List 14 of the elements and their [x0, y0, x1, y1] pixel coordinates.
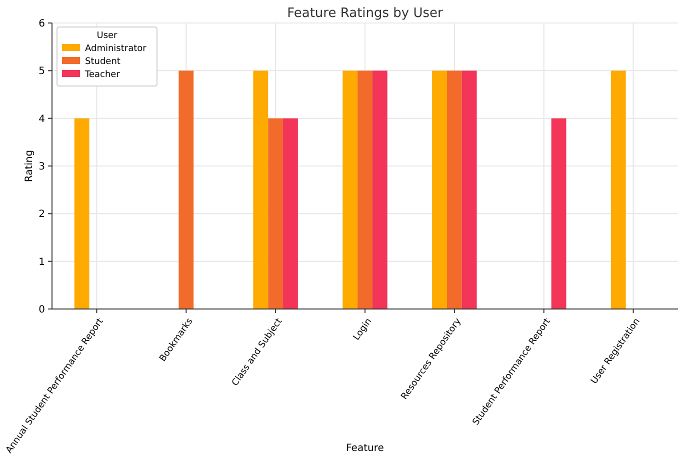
y-tick-label: 4	[38, 114, 45, 125]
legend-label: Teacher	[84, 70, 120, 80]
y-axis-title: Rating	[24, 150, 35, 182]
legend-label: Administrator	[85, 44, 147, 54]
y-tick-label: 0	[38, 304, 45, 316]
legend-label: Student	[85, 57, 121, 68]
y-tick-label: 1	[38, 256, 45, 268]
y-tick-label: 6	[38, 18, 45, 30]
y-tick-label: 3	[38, 162, 45, 172]
chart-title: Feature Ratings by User	[287, 6, 444, 21]
y-tick-label: 2	[38, 209, 45, 220]
legend-title: User	[96, 31, 118, 41]
x-axis-title: Feature	[346, 443, 384, 454]
y-tick-label: 5	[38, 66, 45, 78]
